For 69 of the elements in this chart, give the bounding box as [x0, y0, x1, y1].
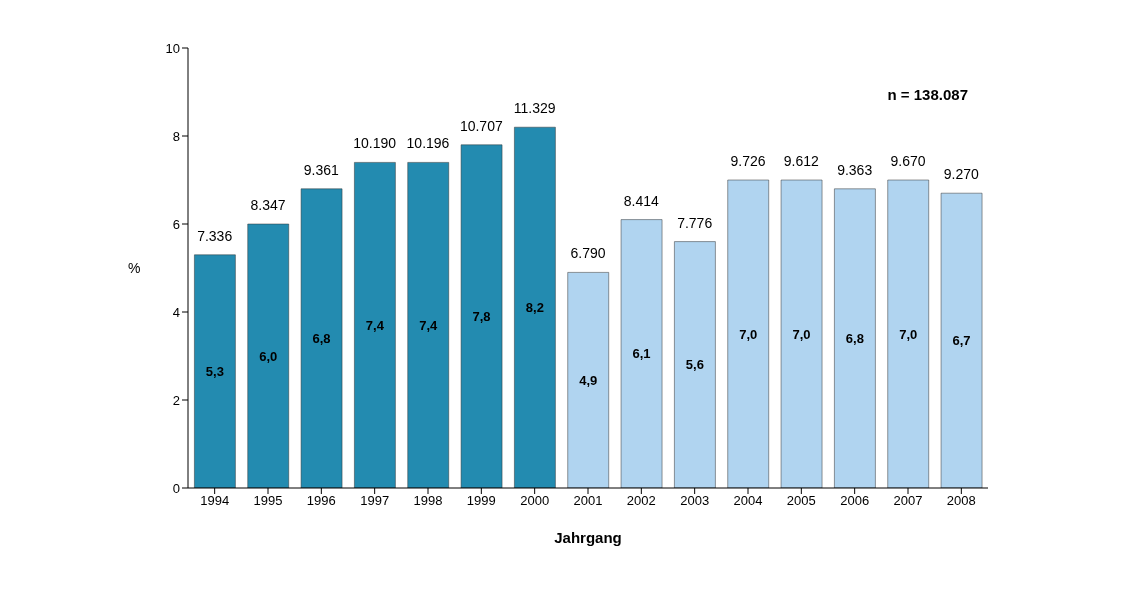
bar	[247, 223, 289, 488]
x-tick-label: 2006	[840, 493, 870, 509]
data-label: 5,3	[205, 364, 224, 380]
x-tick-label: 2002	[626, 493, 656, 509]
data-label: 7,8	[472, 309, 491, 325]
annotation: 8.347	[250, 197, 286, 213]
x-tick-label: 1999	[466, 493, 496, 509]
data-label: 6,8	[312, 331, 331, 347]
x-tick-label: 1996	[306, 493, 336, 509]
x-tick-label: 1997	[360, 493, 390, 509]
y-tick-label: 10	[165, 40, 180, 56]
annotation: 9.726	[730, 153, 766, 169]
bar	[567, 272, 609, 488]
bar	[407, 162, 449, 488]
bar	[674, 241, 716, 488]
y-tick-label: 2	[172, 392, 180, 408]
y-axis-title: %	[128, 259, 141, 276]
bar	[780, 179, 823, 488]
annotation: n = 138.087	[887, 86, 968, 103]
x-tick-label: 2001	[573, 493, 603, 509]
annotation: 11.329	[513, 100, 556, 117]
data-label: 6,0	[259, 348, 278, 364]
data-label: 4,9	[579, 372, 598, 388]
annotation: 8.414	[623, 192, 660, 209]
x-axis-title: Jahrgang	[554, 529, 622, 546]
annotation: 9.363	[837, 161, 873, 178]
y-tick-label: 4	[172, 304, 180, 320]
data-label: 7,0	[739, 326, 758, 342]
data-label: 7,4	[419, 317, 439, 333]
bar	[460, 144, 503, 488]
annotation: 7.776	[677, 214, 713, 231]
bar	[887, 179, 929, 488]
y-tick-label: 6	[172, 216, 180, 232]
x-tick-label: 2007	[893, 493, 923, 509]
bar	[194, 254, 236, 488]
y-tick-label: 8	[172, 128, 180, 144]
bar	[620, 219, 663, 488]
annotation: 9.612	[783, 153, 820, 169]
data-label: 6,8	[845, 331, 864, 347]
annotation: 6.790	[570, 245, 606, 262]
bar	[727, 179, 769, 488]
x-tick-label: 1998	[413, 493, 443, 509]
annotation: 10.190	[353, 135, 397, 152]
bar	[514, 126, 556, 488]
data-label: 5,6	[685, 357, 704, 373]
x-tick-label: 2000	[520, 493, 550, 509]
bar	[940, 192, 983, 488]
annotation: 9.270	[943, 166, 980, 183]
bar	[834, 188, 876, 488]
x-tick-label: 2008	[946, 493, 976, 509]
y-tick-label: 0	[172, 480, 180, 496]
x-tick-label: 1995	[253, 493, 283, 509]
bar	[354, 162, 396, 488]
data-label: 7,4	[365, 317, 385, 333]
bar	[300, 188, 343, 488]
data-label: 6,1	[632, 346, 651, 362]
annotation: 10.707	[459, 117, 503, 134]
annotation: 9.670	[890, 153, 926, 169]
data-label: 7,0	[899, 326, 918, 342]
x-tick-label: 1994	[200, 493, 230, 509]
data-label: 6,7	[952, 333, 971, 349]
x-tick-label: 2004	[733, 493, 763, 509]
x-tick-label: 2003	[680, 493, 710, 509]
data-label: 7,0	[792, 326, 811, 342]
x-tick-label: 2005	[786, 493, 816, 509]
annotation: 9.361	[303, 161, 340, 178]
data-label: 8,2	[525, 300, 544, 316]
annotation: 10.196	[406, 135, 450, 152]
annotation: 7.336	[197, 227, 233, 244]
